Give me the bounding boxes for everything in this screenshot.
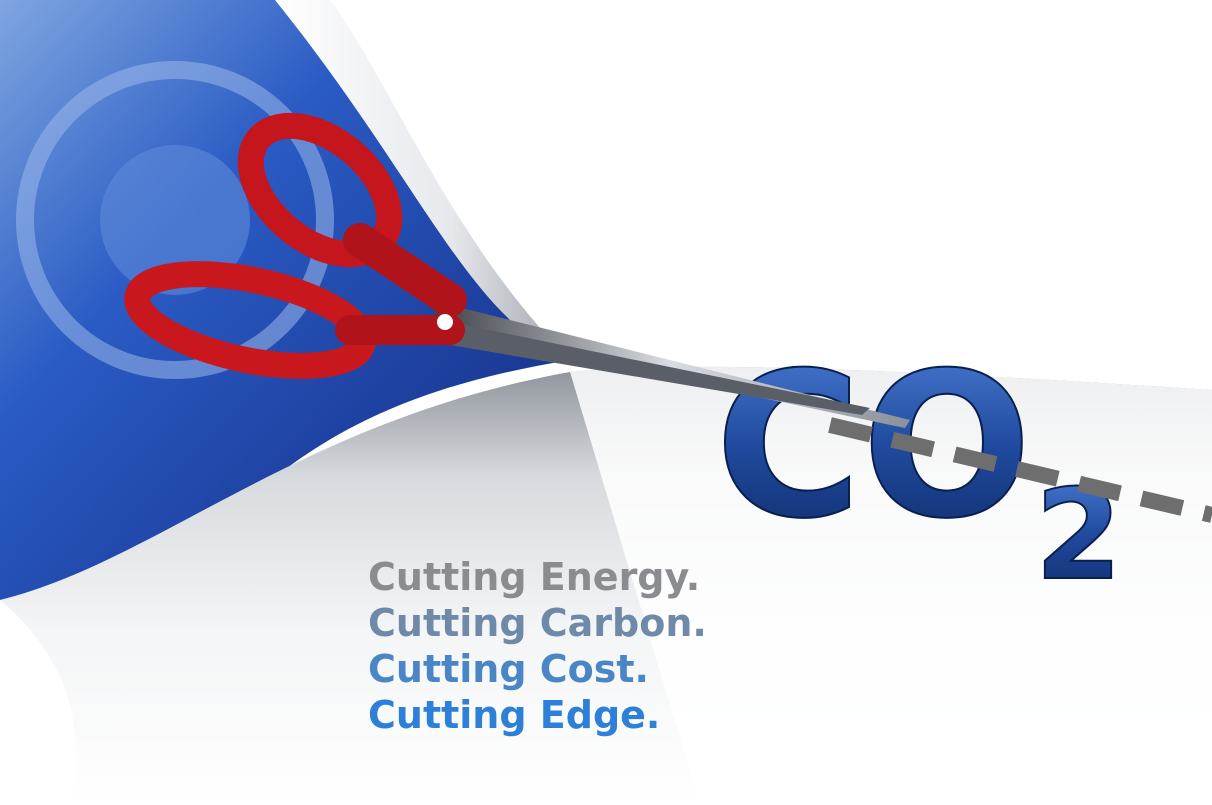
page-curl-top — [275, 0, 570, 360]
co2-letters: CO — [715, 330, 1032, 563]
cut-line — [828, 417, 1212, 523]
scissors — [124, 112, 910, 428]
tagline: Cutting Edge. — [368, 693, 660, 737]
tagline: Cutting Cost. — [368, 647, 649, 691]
fan-ring — [16, 61, 334, 379]
tagline: Cutting Energy. — [368, 555, 700, 599]
tagline: Cutting Carbon. — [368, 601, 707, 645]
fan-hub — [100, 145, 250, 295]
